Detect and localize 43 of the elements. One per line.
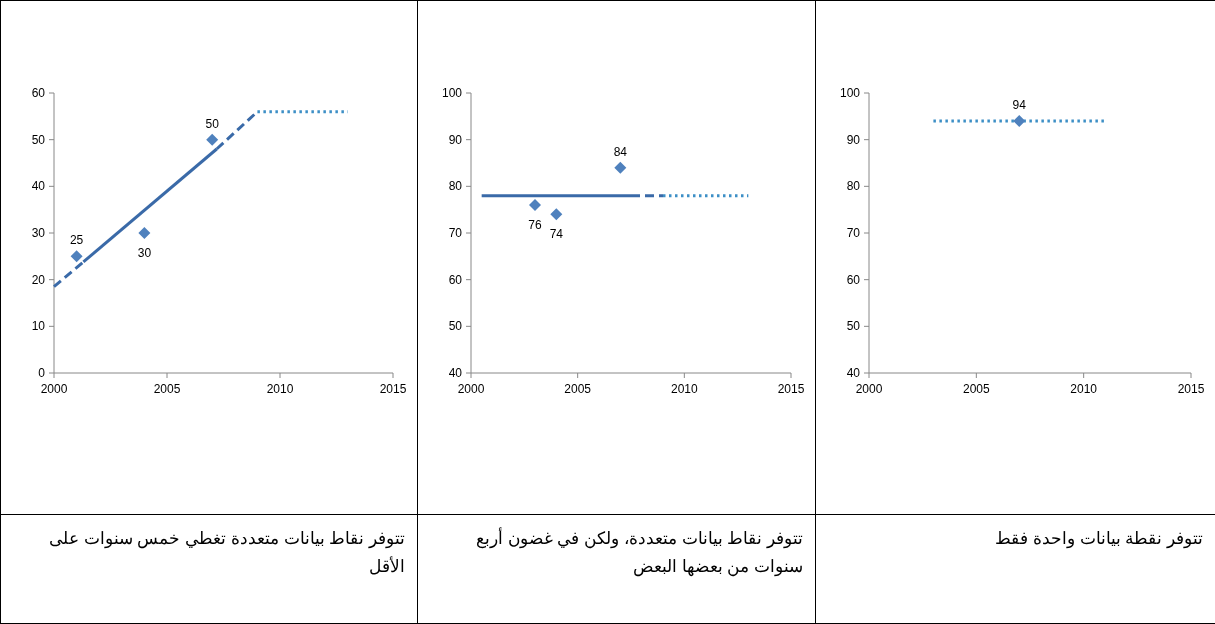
y-tick-label: 70	[448, 226, 463, 240]
y-tick-label: 10	[31, 319, 46, 334]
data-label: 25	[69, 233, 84, 248]
y-tick-label: 40	[31, 179, 46, 194]
y-tick-label: 0	[38, 366, 46, 380]
data-label: 76	[528, 218, 542, 232]
text: تتوفر نقطة بيانات واحدة فقط	[994, 528, 1203, 551]
y-tick-label: 60	[31, 86, 46, 100]
data-label: 84	[613, 144, 628, 159]
y-tick-label: 50	[448, 319, 463, 334]
y-tick-label: 90	[448, 132, 463, 147]
y-tick-label: 20	[31, 272, 46, 287]
y-tick-label: 90	[846, 132, 861, 147]
x-tick-label: 2005	[153, 382, 181, 396]
data-label: 30	[137, 246, 152, 260]
x-tick-label: 2015	[1177, 382, 1205, 396]
x-tick-label: 2000	[40, 382, 68, 396]
y-tick-label: 70	[846, 226, 861, 240]
text: تتوفر نقاط بيانات متعددة، ولكن في غضون أربع سنوات من بعضها البعض	[474, 526, 803, 579]
data-label: 50	[205, 116, 220, 131]
y-tick-label: 80	[448, 179, 463, 194]
x-tick-label: 2005	[962, 382, 990, 396]
y-tick-label: 80	[846, 179, 861, 194]
y-tick-label: 50	[31, 132, 46, 147]
data-label: 94	[1012, 98, 1027, 112]
x-tick-label: 2000	[855, 382, 883, 396]
y-tick-label: 50	[846, 319, 861, 334]
y-tick-label: 60	[448, 272, 463, 287]
x-tick-label: 2010	[670, 382, 698, 396]
text: تتوفر نقاط بيانات متعددة تغطي خمس سنوات على الأقل	[47, 528, 405, 578]
data-label: 74	[549, 227, 564, 242]
x-tick-label: 2005	[564, 382, 592, 396]
y-tick-label: 100	[839, 86, 861, 100]
y-tick-label: 40	[846, 366, 861, 380]
x-tick-label: 2000	[457, 382, 485, 396]
x-tick-label: 2015	[379, 382, 407, 396]
x-tick-label: 2015	[777, 382, 805, 396]
x-tick-label: 2010	[1070, 382, 1098, 396]
y-tick-label: 40	[448, 366, 463, 380]
x-tick-label: 2010	[266, 382, 294, 396]
y-tick-label: 60	[846, 272, 861, 287]
y-tick-label: 100	[441, 86, 463, 100]
y-tick-label: 30	[31, 226, 46, 240]
